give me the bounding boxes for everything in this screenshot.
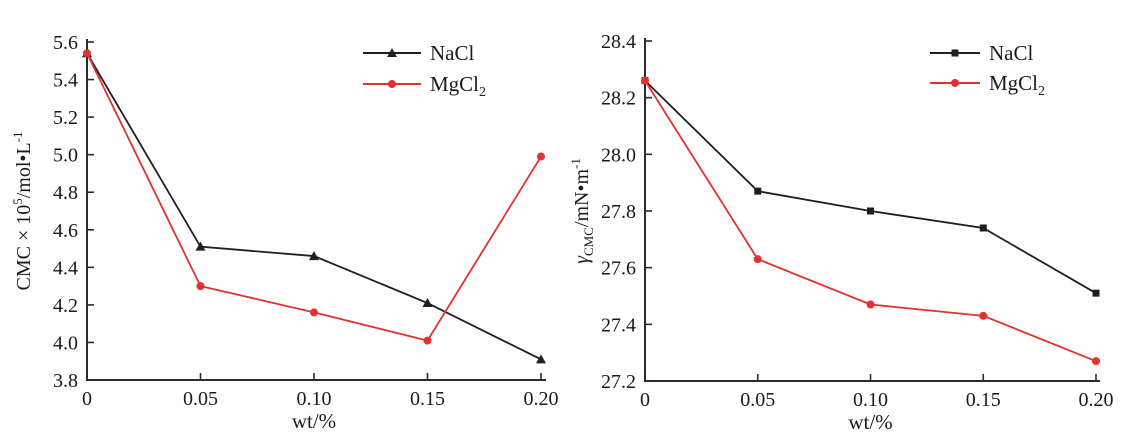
- y-tick-label: 3.8: [53, 370, 78, 392]
- x-tick-label: 0.20: [1079, 389, 1114, 411]
- data-point-nacl: [979, 224, 987, 232]
- series-line-mgcl2: [86, 52, 542, 342]
- data-point-nacl: [867, 207, 874, 215]
- y-tick-label: 27.2: [601, 371, 636, 393]
- legend-marker-nacl: [387, 48, 397, 57]
- legend-label-mgcl2: MgCl2: [430, 72, 486, 100]
- x-tick-label: 0.20: [524, 388, 559, 410]
- data-point-mgcl2: [83, 49, 91, 58]
- legend-label-mgcl2: MgCl2: [989, 71, 1045, 99]
- x-tick-label: 0: [82, 388, 92, 410]
- x-tick-label: 0.15: [410, 388, 445, 410]
- x-tick-label: 0.10: [853, 389, 888, 411]
- x-axis-label: wt/%: [292, 409, 336, 433]
- data-point-mgcl2: [641, 76, 649, 85]
- data-point-mgcl2: [1092, 357, 1100, 366]
- y-axis-label: γCMC/mN•m-1: [569, 158, 596, 264]
- y-tick-label: 5.0: [53, 145, 78, 167]
- y-tick-label: 28.0: [601, 144, 636, 166]
- data-point-mgcl2: [753, 255, 762, 264]
- x-tick-label: 0.05: [183, 388, 218, 410]
- data-point-nacl: [754, 187, 762, 195]
- data-point-mgcl2: [196, 282, 205, 291]
- x-tick-label: 0.10: [297, 388, 332, 410]
- y-tick-label: 28.4: [601, 31, 636, 53]
- data-point-mgcl2: [979, 311, 988, 320]
- y-tick-label: 5.6: [53, 32, 78, 54]
- data-point-mgcl2: [310, 308, 318, 317]
- x-tick-label: 0.15: [966, 389, 1001, 411]
- legend-marker-mgcl2: [951, 79, 959, 87]
- data-point-nacl: [536, 354, 546, 364]
- y-tick-label: 27.8: [601, 201, 636, 223]
- legend-label-nacl: NaCl: [430, 41, 474, 65]
- y-tick-label: 5.2: [53, 107, 78, 129]
- data-point-nacl: [1092, 289, 1100, 297]
- data-point-mgcl2: [537, 152, 545, 161]
- data-point-mgcl2: [866, 300, 875, 309]
- y-tick-label: 27.6: [601, 258, 636, 280]
- data-point-mgcl2: [423, 336, 432, 345]
- data-point-nacl: [195, 241, 206, 251]
- cmc-vs-wt-chart: 3.8 4.0 4.2 4.4 4.6 4.8 5.0 5.2 5.4 5.6 0 0.05 0.10 0…: [10, 32, 559, 433]
- y-tick-label: 4.0: [53, 332, 78, 354]
- series-line-mgcl2: [644, 80, 1097, 363]
- gamma-cmc-chart-panel: 27.2 27.4 27.6 27.8 28.0 28.2 28.4 0 0.05 0.10 0.1…: [569, 0, 1138, 439]
- legend-label-nacl: NaCl: [989, 41, 1033, 65]
- y-tick-label: 4.6: [53, 220, 78, 242]
- x-tick-label: 0: [640, 389, 650, 411]
- gamma-cmc-vs-wt-chart: 27.2 27.4 27.6 27.8 28.0 28.2 28.4 0 0.05 0.10 0.1…: [569, 31, 1114, 434]
- data-point-nacl: [422, 298, 433, 308]
- data-point-nacl: [309, 251, 319, 261]
- y-tick-label: 27.4: [601, 314, 636, 336]
- y-tick-label: 5.4: [53, 70, 78, 92]
- legend-marker-nacl: [951, 49, 959, 57]
- x-tick-label: 0.05: [740, 389, 775, 411]
- y-tick-label: 4.4: [53, 257, 78, 279]
- x-axis-label: wt/%: [848, 410, 892, 434]
- y-tick-label: 4.8: [53, 182, 78, 204]
- y-tick-label: 4.2: [53, 295, 78, 317]
- y-tick-label: 28.2: [601, 88, 636, 110]
- y-axis-label: CMC × 105/mol•L-1: [10, 132, 35, 291]
- cmc-chart-panel: 3.8 4.0 4.2 4.4 4.6 4.8 5.0 5.2 5.4 5.6 0 0.05 0.10 0…: [10, 32, 559, 433]
- legend-marker-mgcl2: [388, 80, 396, 88]
